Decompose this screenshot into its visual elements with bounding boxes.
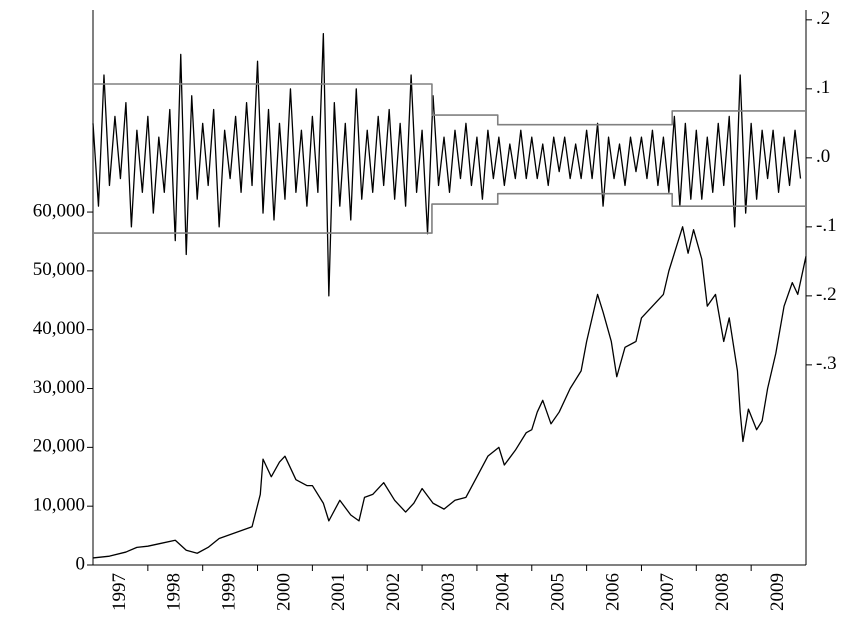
x-tick-label: 2004 [493, 573, 514, 612]
y2-tick-label: -.1 [816, 215, 837, 236]
y-tick-label: 0 [76, 553, 86, 574]
y2-tick-label: .2 [816, 8, 830, 29]
y2-tick-label: -.3 [816, 353, 837, 374]
y-tick-label: 40,000 [33, 318, 85, 339]
y-tick-label: 50,000 [33, 259, 85, 280]
x-tick-label: 2009 [767, 573, 788, 611]
x-tick-label: 2005 [548, 573, 569, 611]
x-tick-label: 2008 [712, 573, 733, 611]
x-tick-label: 2007 [657, 573, 678, 611]
x-tick-label: 2002 [383, 573, 404, 611]
y2-tick-label: -.2 [816, 284, 837, 305]
series-line [93, 83, 806, 126]
x-tick-label: 1999 [218, 573, 239, 611]
x-tick-label: 2001 [328, 573, 349, 611]
x-tick-label: 1997 [109, 573, 130, 611]
series-line [93, 192, 806, 234]
x-tick-label: 2003 [438, 573, 459, 611]
y-tick-label: 60,000 [33, 200, 85, 221]
y2-tick-label: .0 [816, 146, 830, 167]
y-tick-label: 10,000 [33, 495, 85, 516]
y2-tick-label: .1 [816, 77, 830, 98]
x-tick-label: 1998 [164, 573, 185, 611]
y-tick-label: 20,000 [33, 436, 85, 457]
series-line [92, 32, 802, 297]
y-tick-label: 30,000 [33, 377, 85, 398]
series-line [92, 226, 807, 559]
x-tick-label: 2000 [273, 573, 294, 611]
x-tick-label: 2006 [602, 573, 623, 611]
